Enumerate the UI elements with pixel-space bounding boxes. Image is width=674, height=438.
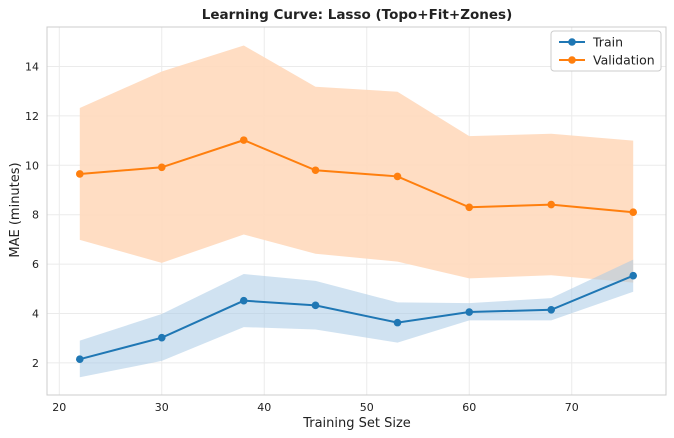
point-train — [75, 355, 84, 363]
point-validation — [629, 208, 638, 217]
point-train — [465, 308, 474, 316]
legend-validation-marker — [568, 56, 576, 64]
band-train — [79, 259, 634, 378]
point-train — [547, 305, 556, 314]
series-lines — [79, 139, 634, 361]
x-tick-label: 20 — [52, 401, 66, 414]
x-tick-label: 40 — [257, 401, 271, 414]
x-tick-label: 50 — [360, 401, 374, 414]
y-tick-label: 14 — [25, 61, 39, 74]
x-tick-label: 60 — [462, 401, 476, 414]
band-validation — [79, 45, 634, 283]
point-train — [393, 318, 402, 327]
line-validation — [79, 139, 634, 214]
y-tick-label: 4 — [32, 307, 39, 320]
tick-labels: 20 30 40 50 60 70 2 4 6 8 10 12 14 — [25, 61, 579, 414]
point-train — [629, 271, 638, 280]
y-tick-label: 6 — [32, 258, 39, 271]
y-tick-label: 8 — [32, 209, 39, 222]
line-train — [79, 274, 634, 361]
y-tick-label: 10 — [25, 159, 39, 172]
point-train — [239, 296, 248, 305]
y-axis-label: MAE (minutes) — [8, 162, 23, 257]
legend-train-label: Train — [592, 35, 623, 50]
point-validation — [75, 170, 84, 178]
x-axis-label: Training Set Size — [302, 416, 411, 431]
point-train — [311, 301, 320, 310]
confidence-bands — [79, 45, 634, 378]
legend-validation-label: Validation — [593, 53, 655, 68]
series-markers — [75, 136, 638, 363]
y-tick-label: 12 — [25, 110, 39, 123]
x-tick-label: 30 — [155, 401, 169, 414]
point-validation — [393, 172, 402, 181]
x-tick-label: 70 — [565, 401, 579, 414]
point-validation — [239, 136, 248, 144]
point-validation — [157, 163, 166, 172]
point-validation — [465, 203, 474, 212]
plot-frame — [46, 26, 667, 396]
point-validation — [547, 200, 556, 209]
legend: Train Validation — [550, 30, 662, 72]
point-train — [157, 333, 166, 342]
point-validation — [311, 166, 320, 175]
y-tick-label: 2 — [32, 357, 39, 370]
chart-title: Learning Curve: Lasso (Topo+Fit+Zones) — [202, 7, 513, 23]
legend-train-marker — [568, 38, 576, 46]
